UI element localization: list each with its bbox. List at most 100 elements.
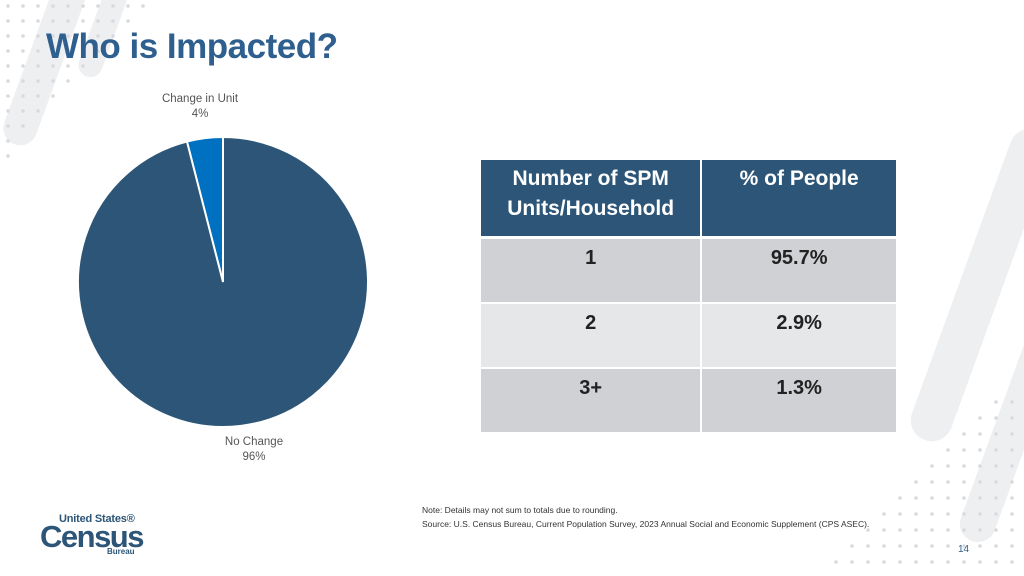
decor-dot [962,448,966,452]
decor-dot [994,496,998,500]
decor-dot [6,109,10,113]
table-cell-percent: 1.3% [701,368,896,434]
decor-dot [978,480,982,484]
decor-dot [81,49,85,53]
decor-dot [81,19,85,23]
census-bureau-logo: United States® Census Bureau [40,513,150,558]
decor-dot [898,496,902,500]
table-header-row: Number of SPM Units/Household % of Peopl… [481,160,896,239]
decor-dot [141,4,145,8]
decor-dot [994,512,998,516]
decor-dot [930,480,934,484]
decor-dot [36,19,40,23]
decor-dot [994,480,998,484]
decor-dot [6,4,10,8]
decor-dot [914,528,918,532]
decor-dot [914,480,918,484]
table-cell-units: 1 [481,237,703,304]
pie-label-change-name: Change in Unit [161,93,239,105]
decor-dot [962,496,966,500]
decor-dot [66,34,70,38]
decor-dot [21,4,25,8]
decor-dot [6,49,10,53]
decor-dot [882,528,886,532]
decor-dot [96,19,100,23]
page-number: 14 [958,544,970,555]
pie-chart: Change in Unit 4% No Change 96% [0,0,470,480]
table-header-spm-units: Number of SPM Units/Household [481,160,703,239]
decor-dot [882,512,886,516]
decor-dot [930,512,934,516]
decor-dot [66,19,70,23]
logo-line-bureau: Bureau [107,547,135,556]
decor-dot [834,560,838,564]
decor-dot [111,4,115,8]
table-cell-units: 2 [481,303,703,369]
decor-dot [962,544,966,548]
decor-dot [946,512,950,516]
decor-dot [962,432,966,436]
table-cell-percent: 95.7% [701,237,896,304]
decor-dot [81,4,85,8]
decor-dot [994,448,998,452]
pie-slice-no-change [77,135,369,428]
decor-dot [51,49,55,53]
decor-dot [962,512,966,516]
rounding-note: Note: Details may not sum to totals due … [422,505,618,515]
decor-dot [994,400,998,404]
decor-dot [898,560,902,564]
pie-label-change: Change in Unit 4% [160,92,240,122]
decor-dot [930,560,934,564]
decor-dot [994,528,998,532]
source-note: Source: U.S. Census Bureau, Current Popu… [422,519,870,529]
decor-dot [978,496,982,500]
decor-dot [1010,544,1014,548]
decor-dot [51,19,55,23]
decor-dot [36,49,40,53]
decor-dot [6,34,10,38]
decor-dot [96,34,100,38]
decor-dot [914,512,918,516]
decor-dot [36,34,40,38]
table-cell-units: 3+ [481,368,703,434]
decor-dot [66,79,70,83]
table-cell-percent: 2.9% [701,303,896,369]
decor-dot [962,480,966,484]
decor-dot [930,496,934,500]
decor-dot [882,544,886,548]
pie-label-change-value: 4% [191,108,209,120]
decor-dot [6,64,10,68]
decor-dot [962,560,966,564]
footnote: Note: Details may not sum to totals due … [422,503,869,531]
decor-dot [126,4,130,8]
decor-dot [850,560,854,564]
decor-dot [994,560,998,564]
decor-dot [946,560,950,564]
decor-dot [111,19,115,23]
decor-dot [994,464,998,468]
decor-dot [866,544,870,548]
decor-dot [978,448,982,452]
decor-dot [1010,496,1014,500]
pie-label-no-change-value: 96% [242,451,266,463]
decor-dot [946,464,950,468]
decor-dot [898,528,902,532]
decor-dot [51,4,55,8]
decor-dot [914,496,918,500]
decor-dot [21,94,25,98]
pie-chart-svg [77,135,369,428]
decor-dot [36,64,40,68]
decor-dot [21,49,25,53]
decor-dot [978,528,982,532]
decor-dot [36,4,40,8]
decor-dot [914,544,918,548]
table-row: 3+ 1.3% [481,368,896,434]
table-row: 1 95.7% [481,237,896,304]
decor-dot [866,560,870,564]
decor-dot [978,560,982,564]
decor-dot [994,416,998,420]
decor-dot [1010,480,1014,484]
decor-dot [978,432,982,436]
decor-dot [66,64,70,68]
decor-dot [6,79,10,83]
